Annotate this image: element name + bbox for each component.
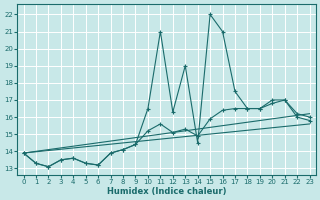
X-axis label: Humidex (Indice chaleur): Humidex (Indice chaleur)	[107, 187, 226, 196]
